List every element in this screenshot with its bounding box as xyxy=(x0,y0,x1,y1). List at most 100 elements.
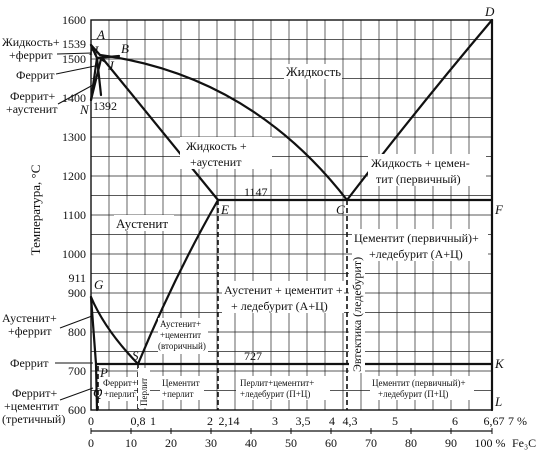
x-tick-fe3c: 0 xyxy=(88,436,94,450)
y-tick-labels: 1600 1500 1400 1300 1200 1100 1000 900 8… xyxy=(62,13,117,417)
point-d: D xyxy=(484,4,495,19)
y-tick: 1100 xyxy=(62,208,86,222)
region-liquid-austenite: Жидкость + xyxy=(186,139,247,153)
x-tick: 0,8 xyxy=(131,414,146,428)
y-tick: 1300 xyxy=(62,130,86,144)
temp-727: 727 xyxy=(244,349,262,363)
x-tick-labels-carbon: 0 0,8 1 2 2,14 3 3,5 4 4,3 5 6 6,67 7 % xyxy=(88,414,527,428)
region-eutectic-ledeburite: Эвтектика (ледебурит) xyxy=(350,257,364,372)
y-tick-1392: 1392 xyxy=(93,99,117,113)
label-ferrite-high: Феррит xyxy=(16,68,55,82)
y-tick: 1600 xyxy=(62,13,86,27)
x-tick: 4,3 xyxy=(343,414,358,428)
region-ferrite-perlite: +перлит xyxy=(104,389,136,399)
x-tick-fe3c: 100 % xyxy=(475,436,506,450)
fe3c-scale-ticks xyxy=(90,428,493,434)
label-liquid-ferrite: Жидкость+ xyxy=(2,35,60,49)
liquidus-bc xyxy=(98,53,349,202)
point-f: F xyxy=(494,202,504,217)
region-liquid-cementite: Жидкость + цемен- xyxy=(371,156,470,170)
region-perlite-cementite-ledeburite: +ледебурит (П+Ц) xyxy=(240,389,310,399)
x-tick-fe3c: 70 xyxy=(365,436,377,450)
peritectic-hj xyxy=(95,56,103,97)
line-gp xyxy=(89,295,98,366)
point-k: K xyxy=(494,356,505,371)
y-tick: 1500 xyxy=(62,52,86,66)
grid xyxy=(91,20,492,410)
label-ferrite-low: Феррит xyxy=(10,356,49,370)
point-labels: A H B J N D E C F G P S K Q L xyxy=(79,4,505,409)
region-austenite-cementite-ledeburite: Аустенит + цементит + xyxy=(224,283,343,297)
x-tick: 1 xyxy=(150,414,156,428)
x-tick-fe3c: 90 xyxy=(445,436,457,450)
y-axis-label: Температура, °С xyxy=(28,165,43,256)
point-g: G xyxy=(94,277,104,292)
region-perlite-cementite-ledeburite: Перлит+цементит+ xyxy=(240,378,314,388)
region-cementite-perlite: +перлит xyxy=(162,389,194,399)
region-austenite-secondary-cementite: Аустенит+ xyxy=(160,319,201,329)
label-ferrite-austenite: Феррит+ xyxy=(10,89,55,103)
line-hb xyxy=(95,54,121,60)
x-tick: 5 xyxy=(392,414,398,428)
line-nj xyxy=(89,57,103,102)
y-tick: 1400 xyxy=(62,91,86,105)
point-s: S xyxy=(132,348,139,363)
phase-lines xyxy=(89,18,494,412)
point-e: E xyxy=(220,202,229,217)
point-b: B xyxy=(121,41,129,56)
x-tick: 7 % xyxy=(508,414,527,428)
y-tick: 1000 xyxy=(62,247,86,261)
x-tick-fe3c: 80 xyxy=(405,436,417,450)
point-n: N xyxy=(79,102,90,117)
x-tick-labels-fe3c: 0 10 20 30 40 50 60 70 80 90 100 % Fe₃C xyxy=(88,436,536,450)
x-tick: 6,67 xyxy=(484,414,505,428)
x-tick: 4 xyxy=(329,414,335,428)
x-tick-fe3c: 30 xyxy=(205,436,217,450)
y-tick: 1200 xyxy=(62,169,86,183)
label-ferrite-cementite: (третичный) xyxy=(2,412,65,426)
label-austenite-ferrite: +феррит xyxy=(8,324,52,338)
x-tick-fe3c: 20 xyxy=(165,436,177,450)
acm-es xyxy=(136,198,220,366)
x-tick: 3 xyxy=(272,414,278,428)
region-austenite-secondary-cementite: (вторичный) xyxy=(158,341,206,351)
x-tick-fe3c: 60 xyxy=(325,436,337,450)
x-tick-fe3c: 50 xyxy=(285,436,297,450)
region-austenite-secondary-cementite: +цементит xyxy=(160,330,201,340)
a3-gs xyxy=(89,295,140,366)
x-tick-fe3c: 10 xyxy=(125,436,137,450)
label-arrows xyxy=(55,52,96,401)
region-austenite: Аустенит xyxy=(116,216,168,231)
region-ferrite-perlite: Феррит+ xyxy=(103,378,137,388)
point-q: Q xyxy=(93,385,103,400)
y-tick: 700 xyxy=(68,364,86,378)
region-cementite-ledeburite: Цементит (первичный)+ xyxy=(354,231,479,245)
label-ferrite-cementite: +цементит xyxy=(4,399,60,413)
point-l: L xyxy=(494,394,502,409)
line-pq xyxy=(94,362,99,412)
temp-1147: 1147 xyxy=(244,185,268,199)
region-cementite-perlite-ledeburite: +ледебурит (П+Ц) xyxy=(378,389,448,399)
point-h: H xyxy=(88,43,99,58)
x-tick: 3,5 xyxy=(296,414,311,428)
region-perlite: Перлит xyxy=(139,378,149,406)
y-tick: 800 xyxy=(68,325,86,339)
label-ferrite-austenite: +аустенит xyxy=(6,102,58,116)
solidus-je xyxy=(101,57,220,202)
region-liquid-cementite: тит (первичный) xyxy=(376,172,461,186)
solidus-ah xyxy=(89,43,99,60)
label-austenite-ferrite: Аустенит+ xyxy=(2,311,57,325)
region-austenite-cementite-ledeburite: + ледебурит (А+Ц) xyxy=(231,299,328,313)
point-j: J xyxy=(108,58,115,73)
point-p: P xyxy=(99,365,108,380)
label-ferrite-cementite: Феррит+ xyxy=(12,386,57,400)
region-liquid-austenite: +аустенит xyxy=(190,155,242,169)
point-a: A xyxy=(96,27,105,42)
point-c: C xyxy=(336,202,345,217)
y-tick: 600 xyxy=(68,403,86,417)
left-labels: Жидкость+ +феррит Феррит Феррит+ +аустен… xyxy=(2,35,65,426)
x-tick-fe3c: 40 xyxy=(245,436,257,450)
x-tick: 2,14 xyxy=(219,414,240,428)
